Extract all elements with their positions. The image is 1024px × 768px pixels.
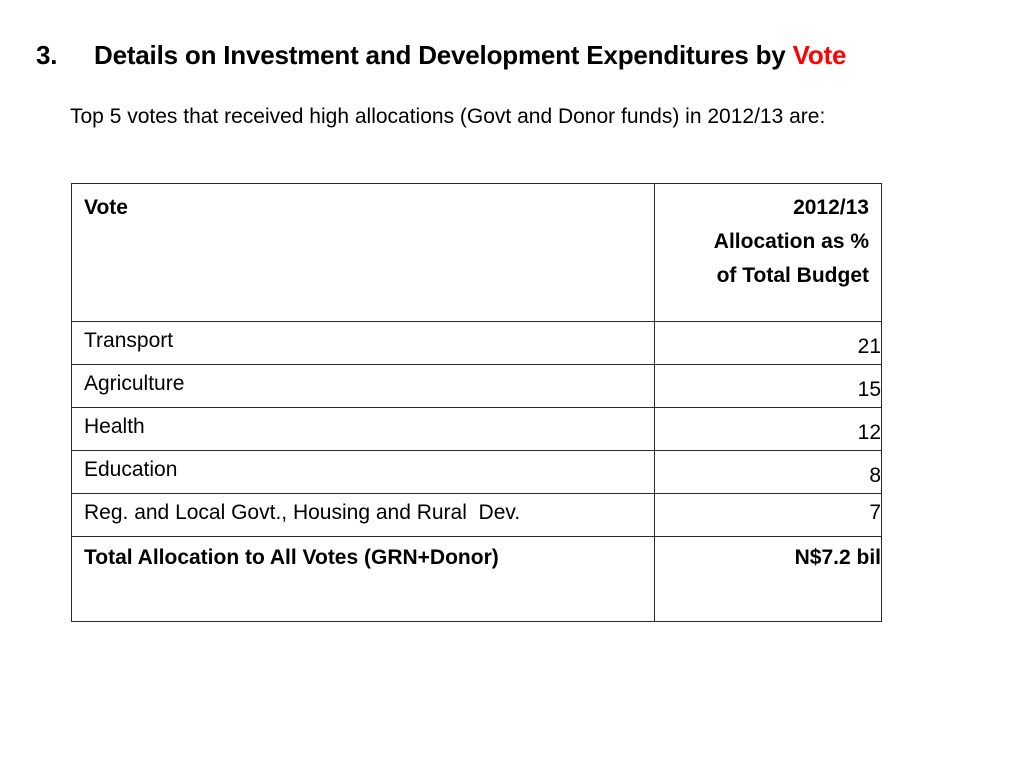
allocation-cell: 12 [654,407,882,451]
header-allocation-line2: Allocation as % [713,230,869,253]
section-number: 3. [36,40,58,70]
vote-cell: Reg. and Local Govt., Housing and Rural … [71,493,655,537]
allocation-value: 15 [857,378,881,401]
allocation-value: 8 [869,464,881,487]
allocation-cell: 21 [654,321,882,365]
table-total-row: Total Allocation to All Votes (GRN+Donor… [71,536,882,622]
vote-name: Agriculture [84,372,185,395]
allocation-cell: 8 [654,450,882,494]
allocation-value: 12 [857,421,881,444]
header-allocation-line3: of Total Budget [716,264,869,287]
header-vote-label: Vote [84,196,128,219]
header-allocation-cell: 2012/13 Allocation as % of Total Budget [654,183,882,322]
header-vote-cell: Vote [71,183,655,322]
title-accent-text: Vote [792,40,847,70]
table-header-row: Vote 2012/13 Allocation as % of Total Bu… [71,183,882,322]
vote-cell: Transport [71,321,655,365]
allocation-table: Vote 2012/13 Allocation as % of Total Bu… [71,183,882,622]
title-main-text: Details on Investment and Development Ex… [94,40,786,70]
total-label-cell: Total Allocation to All Votes (GRN+Donor… [71,536,655,622]
vote-cell: Health [71,407,655,451]
table-row: Reg. and Local Govt., Housing and Rural … [71,493,882,537]
allocation-cell: 15 [654,364,882,408]
allocation-value: 21 [857,335,881,358]
allocation-cell: 7 [654,493,882,537]
header-allocation-label: 2012/13 Allocation as % of Total Budget [655,184,881,293]
table-row: Transport 21 [71,321,882,365]
vote-cell: Education [71,450,655,494]
allocation-value: 7 [869,501,881,524]
vote-name: Reg. and Local Govt., Housing and Rural … [84,501,521,524]
intro-paragraph: Top 5 votes that received high allocatio… [70,105,826,128]
vote-cell: Agriculture [71,364,655,408]
vote-name: Education [84,458,178,481]
table-row: Education 8 [71,450,882,494]
table-row: Agriculture 15 [71,364,882,408]
total-value: N$7.2 bil [794,546,881,569]
table-row: Health 12 [71,407,882,451]
vote-name: Transport [84,329,174,352]
total-label: Total Allocation to All Votes (GRN+Donor… [84,546,499,569]
vote-name: Health [84,415,145,438]
header-allocation-line1: 2012/13 [793,196,869,219]
slide-title: 3. Details on Investment and Development … [36,40,996,71]
total-value-cell: N$7.2 bil [654,536,882,622]
